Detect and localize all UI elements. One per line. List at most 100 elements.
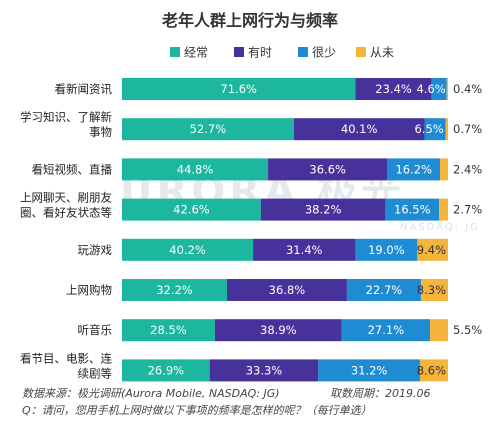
bar-row: 44.8% 36.6% 16.2% 2.4% [122, 158, 482, 181]
data-label: 22.7% [366, 283, 403, 297]
footer-period: 取数周期：2019.06 [330, 387, 431, 400]
bar-segment [385, 198, 440, 221]
bar-segment [122, 319, 215, 342]
data-label: 23.4% [375, 82, 412, 96]
bar-segment [417, 238, 448, 261]
bar-row: 32.2% 36.8% 22.7% 8.3% [122, 279, 448, 301]
data-label: 19.0% [368, 243, 405, 257]
legend: 经常 有时 很少 从未 [170, 46, 394, 60]
footer-source: 数据来源：极光调研(Aurora Mobile, NASDAQ: JG) [22, 387, 280, 400]
data-label: 36.6% [309, 162, 346, 176]
data-label: 31.2% [351, 363, 388, 377]
bar-segment [122, 279, 227, 301]
bar-row: 71.6% 23.4% 4.6% 0.4% [122, 78, 482, 100]
legend-item: 有时 [234, 46, 272, 60]
bar-segment [387, 158, 441, 181]
data-label: 52.7% [190, 122, 227, 136]
bars: 71.6% 23.4% 4.6% 0.4% 52.7% 40.1% 6.5% 0.7% 44.8… [122, 78, 482, 382]
legend-label: 从未 [370, 46, 394, 60]
bar-segment [439, 198, 448, 221]
legend-item: 很少 [298, 46, 336, 60]
data-label: 4.6% [416, 82, 445, 96]
chart-title: 老年人群上网行为与频率 [161, 11, 338, 30]
bar-segment [226, 279, 347, 301]
footer-question: Q：请问，您用手机上网时做以下事项的频率是怎样的呢？（每行单选） [22, 404, 372, 417]
legend-swatch [356, 47, 366, 57]
data-label: 38.9% [260, 323, 297, 337]
data-label: 27.1% [368, 323, 405, 337]
category-label: 看节目、电影、连 [20, 351, 112, 365]
category-label: 玩游戏 [78, 243, 113, 257]
data-label: 44.8% [177, 162, 214, 176]
bar-row: 42.6% 38.2% 16.5% 2.7% [122, 198, 482, 221]
legend-item: 从未 [356, 46, 394, 60]
data-label: 38.2% [305, 203, 342, 217]
legend-swatch [298, 47, 308, 57]
data-label: 0.7% [453, 122, 482, 136]
data-label: 40.2% [169, 243, 206, 257]
data-label: 36.8% [269, 283, 306, 297]
data-label: 2.4% [453, 162, 482, 176]
data-label: 5.5% [453, 323, 482, 337]
bar-segment [122, 359, 210, 382]
bar-segment [355, 78, 432, 100]
bar-row: 26.9% 33.3% 31.2% 8.6% [122, 359, 448, 382]
bar-segment [253, 238, 356, 261]
bar-segment [122, 198, 261, 221]
legend-swatch [234, 47, 244, 57]
category-label: 上网购物 [66, 283, 112, 297]
bar-segment [446, 78, 448, 100]
category-label: 看新闻资讯 [55, 82, 113, 96]
data-label: 9.4% [417, 243, 446, 257]
legend-label: 很少 [312, 46, 336, 60]
bar-segment [355, 238, 418, 261]
bar-segment [318, 359, 420, 382]
data-label: 0.4% [453, 82, 482, 96]
bar-segment [419, 359, 448, 382]
bar-segment [346, 279, 421, 301]
bar-segment [431, 78, 447, 100]
data-label: 2.7% [453, 203, 482, 217]
bar-row: 28.5% 38.9% 27.1% 5.5% [122, 319, 482, 342]
bar-segment [424, 118, 446, 141]
legend-label: 有时 [248, 46, 272, 60]
bar-segment [341, 319, 431, 342]
bar-segment [122, 78, 356, 100]
bar-segment [122, 238, 254, 261]
watermark-sub: NASDAQ: JG [400, 222, 480, 233]
category-label: 续剧等 [78, 366, 113, 380]
data-label: 28.5% [150, 323, 187, 337]
data-label: 26.9% [148, 363, 185, 377]
category-label: 看短视频、直播 [32, 162, 113, 176]
data-label: 40.1% [341, 122, 378, 136]
bar-row: 52.7% 40.1% 6.5% 0.7% [122, 118, 482, 141]
bar-segment [209, 359, 319, 382]
bar-segment [420, 279, 448, 301]
legend-item: 经常 [170, 46, 208, 60]
legend-swatch [170, 47, 180, 57]
category-labels: 看新闻资讯学习知识、了解新事物看短视频、直播上网聊天、刷朋友圈、看好友状态等玩游… [20, 82, 112, 380]
bar-segment [122, 118, 294, 141]
data-label: 42.6% [173, 203, 210, 217]
data-label: 16.2% [395, 162, 432, 176]
bar-segment [293, 118, 425, 141]
data-label: 8.3% [417, 283, 446, 297]
category-label: 上网聊天、刷朋友 [20, 191, 112, 205]
legend-label: 经常 [184, 46, 208, 60]
bar-segment [260, 198, 386, 221]
category-label: 学习知识、了解新 [20, 110, 112, 124]
bar-segment [440, 158, 448, 181]
bar-segment [430, 319, 448, 342]
data-label: 33.3% [246, 363, 283, 377]
bar-segment [214, 319, 342, 342]
data-label: 32.2% [156, 283, 193, 297]
category-label: 圈、看好友状态等 [20, 206, 112, 220]
bar-segment [122, 158, 269, 181]
category-label: 事物 [89, 125, 112, 139]
data-label: 8.6% [417, 363, 446, 377]
bar-segment [268, 158, 388, 181]
category-label: 听音乐 [78, 323, 113, 337]
data-label: 6.5% [414, 122, 443, 136]
bar-segment [445, 118, 448, 141]
